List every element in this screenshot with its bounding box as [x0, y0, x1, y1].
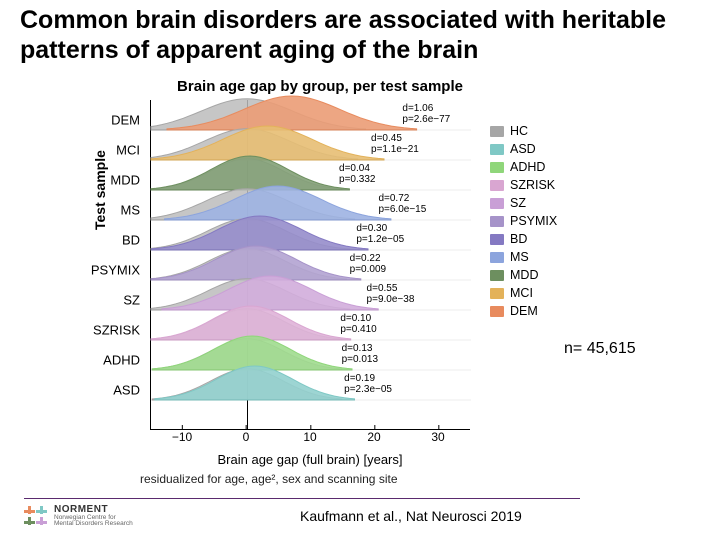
ylabel-mci: MCI	[80, 143, 140, 158]
xtick: 0	[243, 430, 250, 444]
stat-psymix: d=0.22p=0.009	[350, 254, 386, 275]
xtick: 20	[367, 430, 380, 444]
legend-swatch	[490, 216, 504, 227]
norment-logo: NORMENT Norwegian Centre for Mental Diso…	[24, 504, 133, 528]
ylabel-sz: SZ	[80, 293, 140, 308]
legend-label: MCI	[510, 286, 533, 300]
legend-label: PSYMIX	[510, 214, 557, 228]
stat-sz: d=0.55p=9.0e−38	[367, 284, 415, 305]
ylabel-asd: ASD	[80, 383, 140, 398]
ylabel-psymix: PSYMIX	[80, 263, 140, 278]
stat-szrisk: d=0.10p=0.410	[340, 314, 376, 335]
legend-label: BD	[510, 232, 527, 246]
legend-swatch	[490, 288, 504, 299]
xtick: 30	[431, 430, 444, 444]
legend-item-hc: HC	[490, 122, 557, 140]
chart-footnote: residualized for age, age², sex and scan…	[140, 472, 398, 486]
legend-item-sz: SZ	[490, 194, 557, 212]
legend-item-ms: MS	[490, 248, 557, 266]
legend-swatch	[490, 162, 504, 173]
logo-name: NORMENT	[54, 505, 133, 515]
logo-icon	[24, 504, 48, 528]
n-label: n= 45,615	[564, 340, 636, 358]
ylabel-mdd: MDD	[80, 173, 140, 188]
slide-title: Common brain disorders are associated wi…	[20, 6, 700, 65]
legend-swatch	[490, 180, 504, 191]
ylabel-adhd: ADHD	[80, 353, 140, 368]
ylabel-bd: BD	[80, 233, 140, 248]
yaxis-title: Test sample	[92, 150, 108, 230]
footer-divider	[24, 498, 580, 499]
legend-label: HC	[510, 124, 528, 138]
stat-dem: d=1.06p=2.6e−77	[402, 104, 450, 125]
stat-asd: d=0.19p=2.3e−05	[344, 374, 392, 395]
legend-swatch	[490, 126, 504, 137]
legend-swatch	[490, 306, 504, 317]
legend-item-asd: ASD	[490, 140, 557, 158]
xtick: −10	[172, 430, 192, 444]
legend-swatch	[490, 270, 504, 281]
legend-item-adhd: ADHD	[490, 158, 557, 176]
legend-item-bd: BD	[490, 230, 557, 248]
stat-adhd: d=0.13p=0.013	[342, 344, 378, 365]
legend-label: DEM	[510, 304, 538, 318]
legend-item-dem: DEM	[490, 302, 557, 320]
logo-text: NORMENT Norwegian Centre for Mental Diso…	[54, 505, 133, 528]
legend-item-mdd: MDD	[490, 266, 557, 284]
ylabel-dem: DEM	[80, 113, 140, 128]
stat-mci: d=0.45p=1.1e−21	[371, 134, 419, 155]
citation: Kaufmann et al., Nat Neurosci 2019	[300, 508, 522, 524]
legend-label: ADHD	[510, 160, 545, 174]
legend-label: SZ	[510, 196, 526, 210]
stat-mdd: d=0.04p=0.332	[339, 164, 375, 185]
logo-sub2: Mental Disorders Research	[54, 521, 133, 528]
legend-swatch	[490, 144, 504, 155]
legend-label: MDD	[510, 268, 538, 282]
legend-label: MS	[510, 250, 529, 264]
slide: Common brain disorders are associated wi…	[0, 0, 720, 540]
legend-item-mci: MCI	[490, 284, 557, 302]
legend-swatch	[490, 234, 504, 245]
stat-bd: d=0.30p=1.2e−05	[356, 224, 404, 245]
ylabel-ms: MS	[80, 203, 140, 218]
legend-item-psymix: PSYMIX	[490, 212, 557, 230]
xaxis-title: Brain age gap (full brain) [years]	[150, 452, 470, 467]
legend-swatch	[490, 198, 504, 209]
ridgeline-plot: DEMMCIMDDMSBDPSYMIXSZSZRISKADHDASD d=1.0…	[150, 100, 470, 430]
legend-label: SZRISK	[510, 178, 555, 192]
stat-ms: d=0.72p=6.0e−15	[378, 194, 426, 215]
ylabel-szrisk: SZRISK	[80, 323, 140, 338]
ridge-svg	[151, 358, 471, 402]
legend-label: ASD	[510, 142, 536, 156]
ridge-asd	[151, 358, 471, 398]
legend: HC ASD ADHD SZRISK SZ PSYMIX BD MS MDD MCI DEM	[490, 122, 557, 320]
plot-frame	[150, 100, 470, 430]
legend-swatch	[490, 252, 504, 263]
xtick: 10	[303, 430, 316, 444]
legend-item-szrisk: SZRISK	[490, 176, 557, 194]
